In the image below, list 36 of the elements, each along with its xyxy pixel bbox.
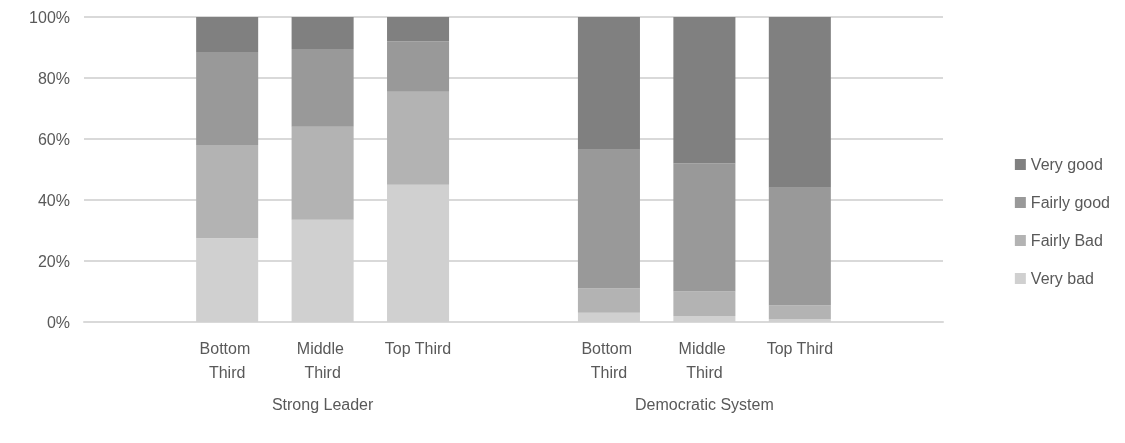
bar bbox=[387, 91, 450, 185]
bar bbox=[387, 17, 450, 42]
bar bbox=[196, 145, 259, 239]
legend-label: Fairly Bad bbox=[1030, 232, 1103, 249]
legend-label: Very good bbox=[1030, 156, 1103, 173]
bar bbox=[673, 17, 736, 164]
y-tick-label: 100% bbox=[29, 8, 70, 26]
bar bbox=[673, 163, 736, 292]
bar bbox=[577, 288, 640, 313]
bar bbox=[577, 17, 640, 150]
y-tick-label: 60% bbox=[37, 130, 70, 148]
text: Democratic System bbox=[635, 395, 774, 413]
bar bbox=[291, 17, 354, 50]
x-tick-label: Top Third bbox=[766, 339, 834, 357]
legend-label: Fairly good bbox=[1030, 194, 1111, 211]
x-tick-label: Middle Third bbox=[296, 339, 349, 381]
y-tick-label: 0% bbox=[46, 313, 70, 331]
x-tick-label: Bottom Third bbox=[199, 339, 255, 381]
bar bbox=[387, 41, 450, 92]
bar bbox=[291, 49, 354, 127]
bar bbox=[291, 126, 354, 220]
bar bbox=[577, 149, 640, 289]
x-tick-label: Bottom Third bbox=[581, 339, 637, 381]
y-tick-label: 20% bbox=[37, 252, 70, 270]
bar bbox=[196, 52, 259, 146]
x-tick-label: Top Third bbox=[384, 339, 452, 357]
bar bbox=[768, 187, 831, 306]
bar bbox=[768, 17, 831, 188]
bar bbox=[768, 305, 831, 319]
y-tick-label: 40% bbox=[37, 191, 70, 209]
x-tick-label: Middle Third bbox=[678, 339, 731, 381]
bar bbox=[196, 17, 259, 53]
bar bbox=[673, 291, 736, 316]
legend-label: Very bad bbox=[1030, 270, 1095, 287]
text: Strong Leader bbox=[271, 395, 374, 413]
y-tick-label: 80% bbox=[37, 69, 70, 87]
